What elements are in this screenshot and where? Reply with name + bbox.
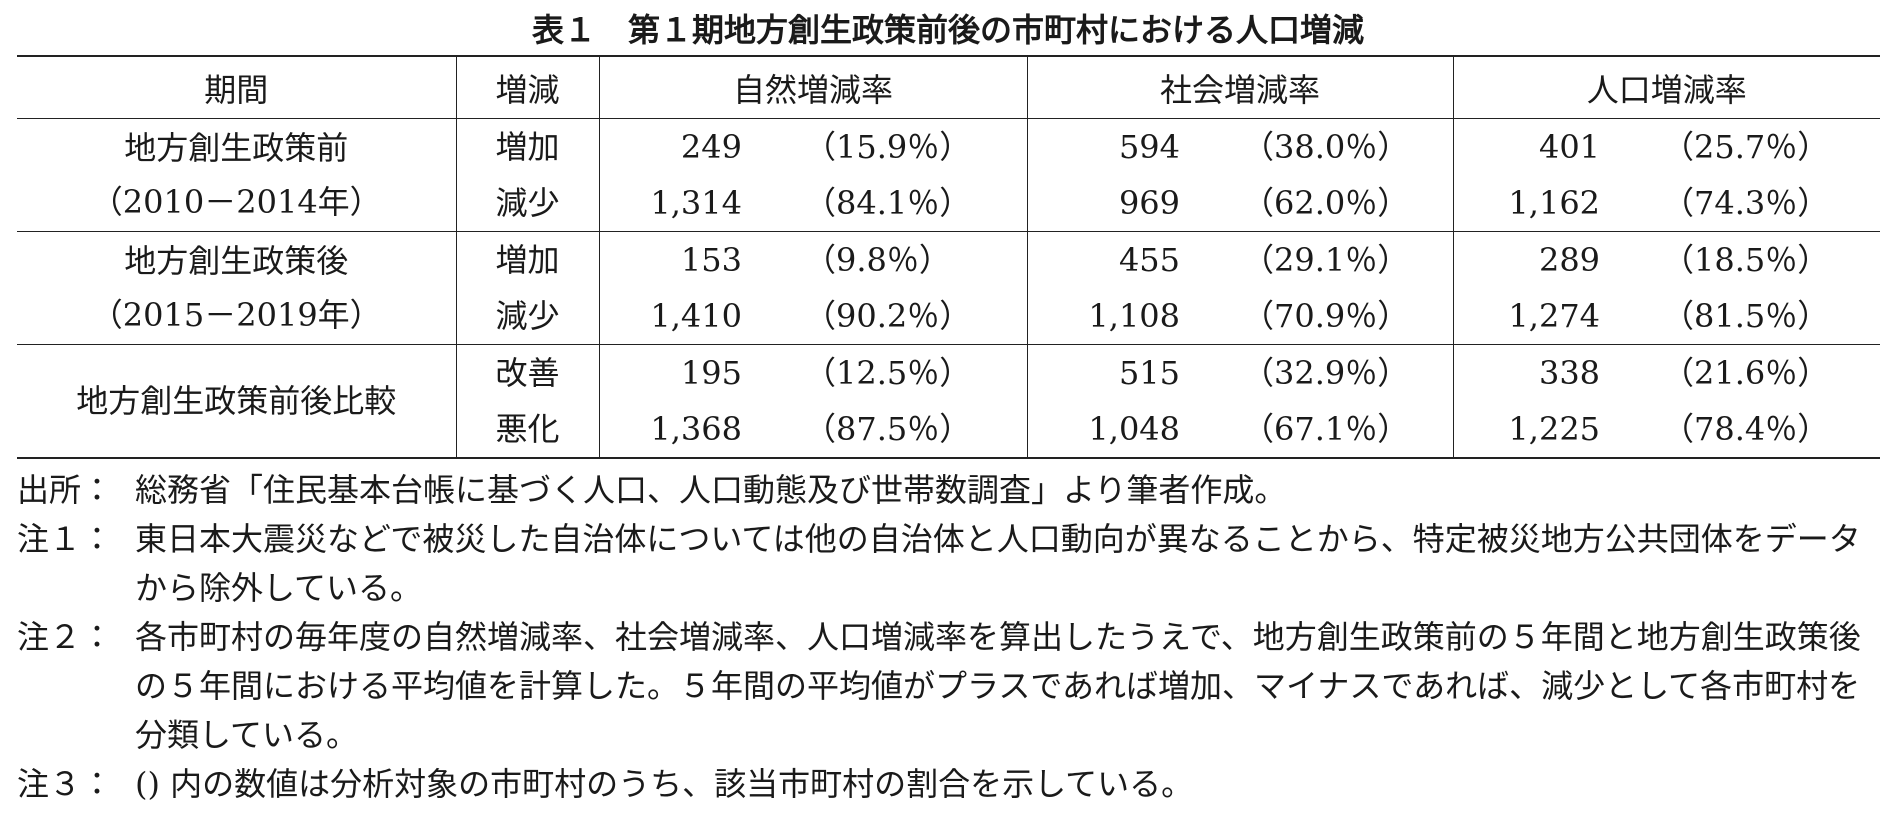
note: 出所： 総務省「住民基本台帳に基づく人口、人口動態及び世帯数調査」より筆者作成。 xyxy=(17,466,1887,515)
period-cell: 地方創生政策後 （2015－2019年） xyxy=(17,231,457,345)
count-cell: 153 xyxy=(680,241,742,279)
period-line: 地方創生政策後 xyxy=(124,242,349,280)
share-cell: （90.2％） xyxy=(792,288,1028,345)
data-table: 期間 増減 自然増減率 社会増減率 人口増減率地方創生政策前 （2010－2014年） 増加… xyxy=(17,55,1881,459)
count-cell: 515 xyxy=(1118,354,1181,392)
data-row: 減少 1,410 （90.2％） 1,108 （70.9％） 1,274 （81.5％） xyxy=(17,288,1881,345)
data-row: 減少 1,314 （84.1％） 969 （62.0％） 1,162 （74.3％） xyxy=(17,175,1881,232)
share-cell: （9.8％） xyxy=(792,231,1028,288)
share-cell: （15.9％） xyxy=(792,118,1028,175)
share-cell: （29.1％） xyxy=(1230,231,1454,288)
share-cell: （78.4％） xyxy=(1650,401,1881,459)
data-row: 地方創生政策前 （2010－2014年） 増加 249 （15.9％） 594 （38.0％… xyxy=(17,118,1880,232)
period-line: （2015－2019年） xyxy=(90,296,382,334)
note-label: 注１： xyxy=(17,520,114,558)
count-cell: 455 xyxy=(1118,241,1181,279)
note-label: 出所： xyxy=(17,471,114,509)
header-cell: 自然増減率 xyxy=(599,56,1028,119)
share-cell: （25.7％） xyxy=(1662,128,1830,166)
period-line: （2010－2014年） xyxy=(90,183,382,221)
count-cell: 1,274 xyxy=(1453,288,1651,345)
count-cell: 1,108 xyxy=(1027,288,1231,345)
table-body: 地方創生政策前 （2010－2014年） 増加 249 （15.9％） 594 （38.0％… xyxy=(17,118,1881,459)
count-cell: 195 xyxy=(680,354,742,392)
header-cell: 社会増減率 xyxy=(1027,56,1454,119)
count-cell: 969 xyxy=(1027,175,1231,232)
count-cell: 1,314 xyxy=(599,175,792,232)
count-cell: 1,410 xyxy=(599,288,792,345)
change-cell: 悪化 xyxy=(456,401,600,459)
data-row: 悪化 1,368 （87.5％） 1,048 （67.1％） 1,225 （78.4％） xyxy=(17,401,1881,459)
period-cell: 地方創生政策前 （2010－2014年） xyxy=(17,118,457,232)
count-cell: 338 xyxy=(1538,354,1601,392)
count-cell: 594 xyxy=(1118,128,1181,166)
note-text: 総務省「住民基本台帳に基づく人口、人口動態及び世帯数調査」より筆者作成。 xyxy=(135,471,1287,509)
table-head: 期間 増減 自然増減率 社会増減率 人口増減率 xyxy=(17,56,1881,119)
header-cell: 増減 xyxy=(456,56,600,119)
count-cell: 1,368 xyxy=(599,401,792,459)
note: 注３： () 内の数値は分析対象の市町村のうち、該当市町村の割合を示している。 xyxy=(17,760,1887,809)
data-row: 地方創生政策後 （2015－2019年） 増加 153 （9.8％） 455 （29.1％）… xyxy=(17,231,1880,345)
share-cell: （12.5％） xyxy=(792,344,1028,401)
header-row: 期間 増減 自然増減率 社会増減率 人口増減率 xyxy=(17,56,1881,119)
count-cell: 289 xyxy=(1538,241,1601,279)
share-cell: （70.9％） xyxy=(1230,288,1454,345)
count-cell: 401 xyxy=(1538,128,1601,166)
header-cell: 人口増減率 xyxy=(1453,56,1881,119)
header-cell: 期間 xyxy=(17,56,457,119)
notes: 出所： 総務省「住民基本台帳に基づく人口、人口動態及び世帯数調査」より筆者作成。注… xyxy=(17,466,1887,809)
period-cell: 地方創生政策前後比較 xyxy=(17,344,457,459)
note-text: () 内の数値は分析対象の市町村のうち、該当市町村の割合を示している。 xyxy=(135,765,1194,803)
count-cell: 1,048 xyxy=(1027,401,1231,459)
period-line: 地方創生政策前後比較 xyxy=(76,382,397,420)
count-cell: 1,225 xyxy=(1453,401,1651,459)
share-cell: （38.0％） xyxy=(1230,118,1454,175)
share-cell: （81.5％） xyxy=(1650,288,1881,345)
change-cell: 増加 xyxy=(456,118,600,175)
share-cell: （21.6％） xyxy=(1662,354,1830,392)
data-row: 地方創生政策前後比較 改善 195 （12.5％） 515 （32.9％） 338 （21.6… xyxy=(17,344,1880,459)
share-cell: （18.5％） xyxy=(1662,241,1830,279)
share-cell: （87.5％） xyxy=(792,401,1028,459)
change-cell: 減少 xyxy=(456,288,600,345)
note: 注２： 各市町村の毎年度の自然増減率、社会増減率、人口増減率を算出したうえで、地方… xyxy=(17,613,1887,760)
note-label: 注２： xyxy=(17,618,114,656)
share-cell: （62.0％） xyxy=(1230,175,1454,232)
change-cell: 増加 xyxy=(456,231,600,288)
count-cell: 249 xyxy=(680,128,742,166)
change-cell: 減少 xyxy=(456,175,600,232)
share-cell: （67.1％） xyxy=(1230,401,1454,459)
share-cell: （84.1％） xyxy=(792,175,1028,232)
table-title: 表１ 第１期地方創生政策前後の市町村における人口増減 xyxy=(531,11,1364,49)
note-text: 東日本大震災などで被災した自治体については他の自治体と人口動向が異なることから、… xyxy=(135,520,1861,607)
note: 注１： 東日本大震災などで被災した自治体については他の自治体と人口動向が異なること… xyxy=(17,515,1887,613)
note-text: 各市町村の毎年度の自然増減率、社会増減率、人口増減率を算出したうえで、地方創生政… xyxy=(135,618,1861,754)
share-cell: （74.3％） xyxy=(1650,175,1881,232)
note-label: 注３： xyxy=(17,765,114,803)
change-cell: 改善 xyxy=(456,344,600,401)
count-cell: 1,162 xyxy=(1453,175,1651,232)
share-cell: （32.9％） xyxy=(1230,344,1454,401)
period-line: 地方創生政策前 xyxy=(124,129,349,167)
